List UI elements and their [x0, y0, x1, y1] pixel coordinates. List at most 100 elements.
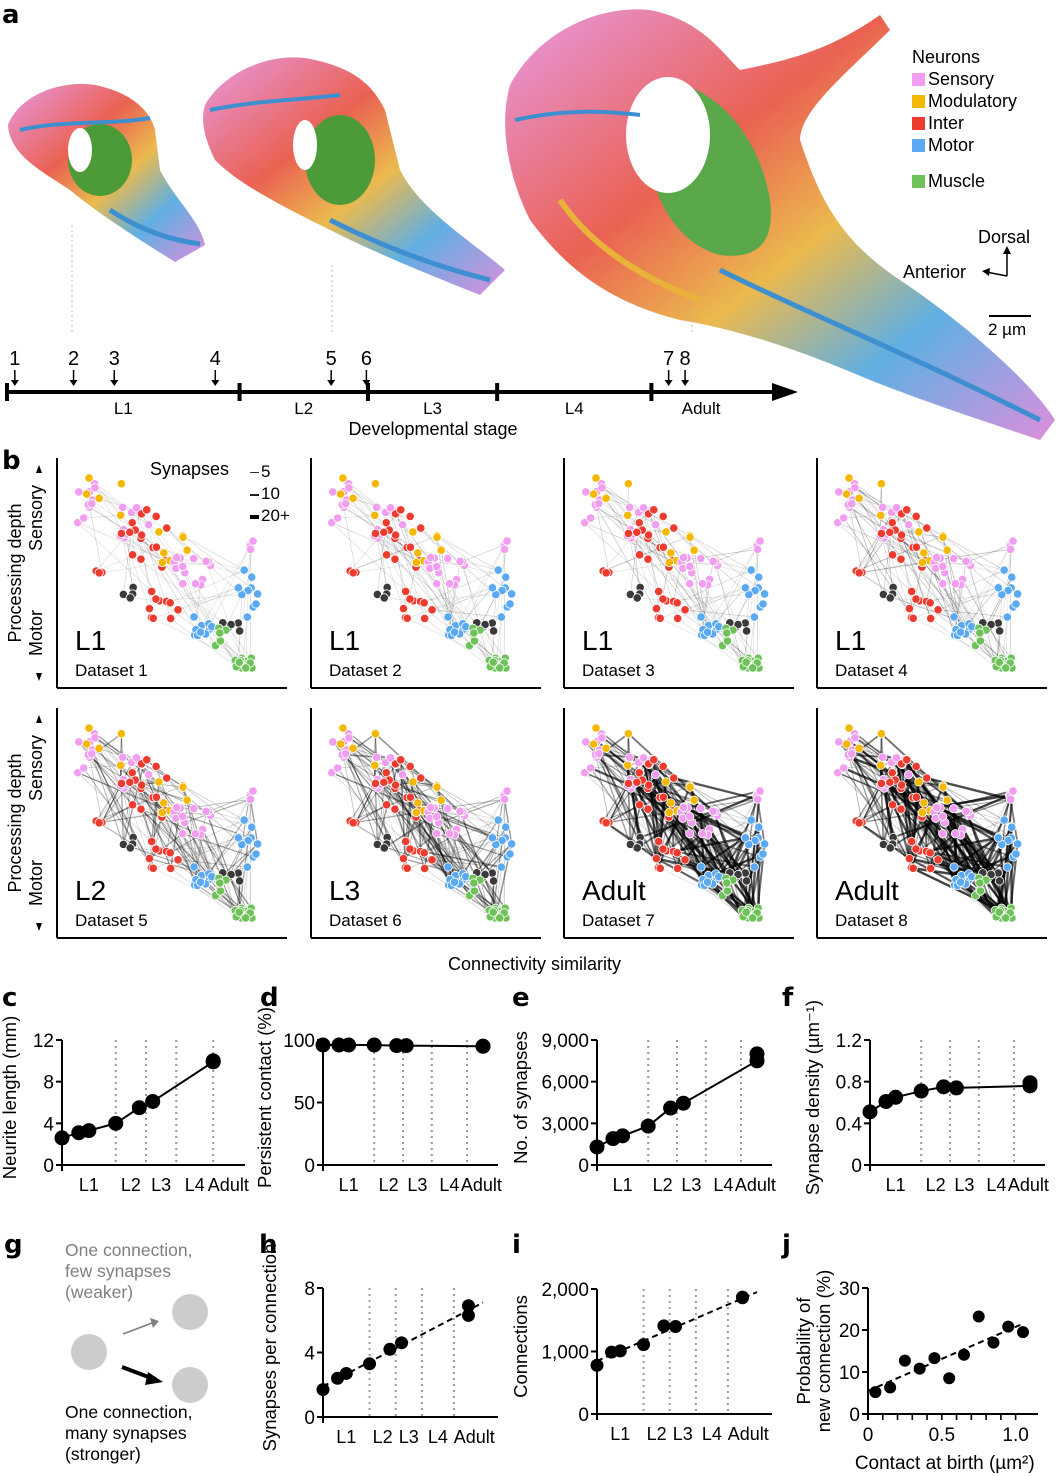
neuron-node: [189, 612, 199, 622]
chart-c: 0 4 8 12 L1 L2 L3 L4 Adult Neurite length (mm): [0, 1016, 249, 1195]
synapse-edge: [598, 749, 641, 845]
synapse-edge: [837, 772, 912, 842]
synapse-edge: [635, 782, 658, 859]
neuron-node: [589, 489, 599, 499]
neuron-node: [379, 777, 389, 787]
neuron-node: [754, 572, 764, 582]
x-tick-label: L4: [439, 1175, 459, 1195]
y-axis-title: Synapse density (µm⁻¹): [802, 1000, 823, 1195]
dataset-marker-label: 1: [9, 348, 20, 370]
neuron-node: [919, 548, 929, 558]
data-point: [383, 1342, 397, 1356]
neuron-node: [649, 505, 659, 515]
neuron-node: [405, 844, 415, 854]
synapse-edge: [144, 759, 184, 788]
synapse-edge: [481, 877, 506, 909]
synapse-edge: [700, 835, 747, 868]
neuron-node: [833, 518, 843, 528]
neuron-node: [911, 844, 921, 854]
synapse-edge: [95, 757, 138, 822]
synapse-edge: [930, 586, 999, 619]
stage-label: Adult: [682, 399, 721, 418]
neuron-node: [344, 483, 354, 493]
synapse-edge: [684, 609, 755, 618]
data-point: [366, 1037, 382, 1053]
synapse-edge: [424, 586, 493, 619]
synapse-edge: [386, 554, 477, 624]
x-tick-label: L2: [653, 1175, 673, 1195]
neuron-node: [144, 854, 155, 864]
synapse-edge: [170, 819, 245, 854]
synapse-edge: [201, 546, 251, 626]
neuron-node: [136, 780, 147, 790]
stage-label: L3: [423, 399, 442, 418]
neuron-node: [938, 532, 948, 542]
neuron-node: [902, 755, 912, 765]
neuron-node: [162, 523, 172, 533]
sensory-label: Sensory: [26, 735, 46, 801]
neuron-node: [666, 548, 676, 558]
neuron-node: [405, 511, 415, 521]
synapse-edge: [152, 797, 245, 821]
neuron-node: [680, 605, 690, 615]
timeline-xlabel: Developmental stage: [348, 419, 517, 439]
neuron-node: [594, 499, 604, 509]
developmental-timeline: L1 L2 L3 L4 Adult 1 2 3 4 5 6 7 8 Developmental stage: [5, 348, 798, 439]
synapse-edge: [355, 783, 376, 823]
synapse-edge: [238, 840, 249, 913]
synapse-edge: [205, 811, 246, 919]
synapse-edge: [590, 767, 661, 869]
arrow-down-icon: [69, 380, 78, 386]
neuron-node: [878, 752, 888, 762]
neuron-node: [672, 848, 682, 858]
synapse-edge: [689, 785, 752, 821]
dataset-label: Dataset 5: [75, 911, 148, 930]
neuron-node: [154, 777, 164, 787]
strong-arrow: [121, 1365, 152, 1380]
neuron-node: [496, 612, 506, 622]
neuron-node: [178, 829, 188, 839]
neuron-node: [651, 604, 662, 614]
synapse-edge: [633, 783, 678, 854]
synapse-edge: [331, 522, 406, 592]
neuron-node: [994, 907, 1004, 917]
neuron-node: [242, 862, 252, 872]
synapse-edge: [689, 535, 752, 571]
neuron-node: [390, 804, 400, 814]
x-tick-label: L3: [673, 1424, 693, 1444]
neuron-node: [344, 733, 354, 743]
neuron-node: [432, 782, 442, 792]
neuron-node: [190, 829, 201, 839]
neuron-node: [444, 829, 455, 839]
neuron-node: [370, 778, 381, 788]
neuron-node: [215, 628, 225, 638]
sensory-swatch: [912, 72, 925, 86]
neuron-node: [487, 833, 497, 843]
synapse-edge: [89, 757, 103, 823]
synapse-edge: [930, 618, 997, 667]
neuron-node: [907, 586, 917, 597]
neuron-node: [178, 579, 188, 589]
neuron-node: [234, 876, 245, 886]
x-tick-label: L2: [647, 1424, 667, 1444]
synapse-edge: [843, 517, 914, 619]
neuron-node: [1012, 589, 1023, 599]
synapse-edge: [712, 546, 758, 635]
neuron-node: [338, 723, 348, 733]
y-axis-title: No. of synapses: [510, 1031, 531, 1164]
legend-label: Modulatory: [928, 91, 1018, 111]
neuron-node: [850, 733, 860, 743]
muscle-swatch: [912, 174, 925, 188]
synapse-edge: [95, 787, 125, 822]
synapse-edge: [459, 811, 500, 919]
neuron-node: [949, 553, 959, 564]
synapse-edge: [420, 527, 442, 551]
neuron-node: [455, 556, 465, 566]
neuron-node: [233, 583, 243, 593]
neuron-node: [685, 579, 695, 589]
neuron-node: [925, 848, 935, 858]
neuron-node: [405, 761, 415, 771]
brain-render-l3: [203, 57, 505, 295]
data-point: [363, 1357, 377, 1371]
